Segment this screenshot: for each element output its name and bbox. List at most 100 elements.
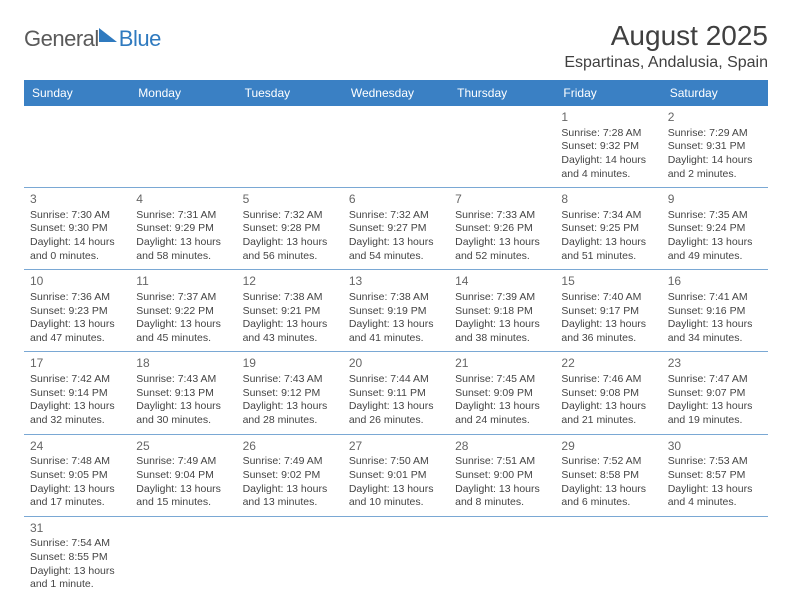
calendar-cell: 19Sunrise: 7:43 AMSunset: 9:12 PMDayligh… xyxy=(237,352,343,434)
calendar-row: 1Sunrise: 7:28 AMSunset: 9:32 PMDaylight… xyxy=(24,106,768,188)
sunrise-text: Sunrise: 7:30 AM xyxy=(30,209,124,223)
daylight-text: and 43 minutes. xyxy=(243,332,337,346)
sunrise-text: Sunrise: 7:35 AM xyxy=(668,209,762,223)
daylight-text: Daylight: 13 hours xyxy=(136,236,230,250)
daylight-text: and 51 minutes. xyxy=(561,250,655,264)
sunset-text: Sunset: 8:55 PM xyxy=(30,551,124,565)
sunset-text: Sunset: 9:00 PM xyxy=(455,469,549,483)
day-number: 14 xyxy=(455,274,549,290)
calendar-cell xyxy=(449,516,555,598)
calendar-cell: 27Sunrise: 7:50 AMSunset: 9:01 PMDayligh… xyxy=(343,434,449,516)
daylight-text: Daylight: 13 hours xyxy=(243,318,337,332)
weekday-header: Friday xyxy=(555,80,661,106)
calendar-cell: 1Sunrise: 7:28 AMSunset: 9:32 PMDaylight… xyxy=(555,106,661,188)
daylight-text: Daylight: 14 hours xyxy=(30,236,124,250)
daylight-text: and 32 minutes. xyxy=(30,414,124,428)
sunset-text: Sunset: 9:17 PM xyxy=(561,305,655,319)
sunset-text: Sunset: 9:26 PM xyxy=(455,222,549,236)
day-number: 6 xyxy=(349,192,443,208)
daylight-text: and 10 minutes. xyxy=(349,496,443,510)
daylight-text: Daylight: 13 hours xyxy=(243,483,337,497)
day-number: 15 xyxy=(561,274,655,290)
daylight-text: Daylight: 14 hours xyxy=(561,154,655,168)
daylight-text: and 19 minutes. xyxy=(668,414,762,428)
calendar-cell: 7Sunrise: 7:33 AMSunset: 9:26 PMDaylight… xyxy=(449,188,555,270)
day-number: 27 xyxy=(349,439,443,455)
daylight-text: Daylight: 13 hours xyxy=(561,318,655,332)
day-number: 25 xyxy=(136,439,230,455)
daylight-text: and 4 minutes. xyxy=(561,168,655,182)
day-number: 21 xyxy=(455,356,549,372)
calendar-cell: 26Sunrise: 7:49 AMSunset: 9:02 PMDayligh… xyxy=(237,434,343,516)
day-number: 13 xyxy=(349,274,443,290)
day-number: 7 xyxy=(455,192,549,208)
calendar-cell: 23Sunrise: 7:47 AMSunset: 9:07 PMDayligh… xyxy=(662,352,768,434)
calendar-cell: 31Sunrise: 7:54 AMSunset: 8:55 PMDayligh… xyxy=(24,516,130,598)
daylight-text: Daylight: 13 hours xyxy=(668,236,762,250)
daylight-text: and 4 minutes. xyxy=(668,496,762,510)
calendar-cell: 8Sunrise: 7:34 AMSunset: 9:25 PMDaylight… xyxy=(555,188,661,270)
sunrise-text: Sunrise: 7:42 AM xyxy=(30,373,124,387)
day-number: 29 xyxy=(561,439,655,455)
day-number: 30 xyxy=(668,439,762,455)
sunset-text: Sunset: 9:04 PM xyxy=(136,469,230,483)
daylight-text: Daylight: 13 hours xyxy=(30,483,124,497)
daylight-text: and 47 minutes. xyxy=(30,332,124,346)
calendar-cell: 9Sunrise: 7:35 AMSunset: 9:24 PMDaylight… xyxy=(662,188,768,270)
calendar-cell: 28Sunrise: 7:51 AMSunset: 9:00 PMDayligh… xyxy=(449,434,555,516)
sunset-text: Sunset: 9:23 PM xyxy=(30,305,124,319)
day-number: 3 xyxy=(30,192,124,208)
daylight-text: Daylight: 14 hours xyxy=(668,154,762,168)
daylight-text: Daylight: 13 hours xyxy=(243,236,337,250)
day-number: 9 xyxy=(668,192,762,208)
daylight-text: Daylight: 13 hours xyxy=(561,400,655,414)
brand-part2: Blue xyxy=(119,26,161,52)
sunset-text: Sunset: 9:13 PM xyxy=(136,387,230,401)
brand-logo: General Blue xyxy=(24,26,161,52)
sunrise-text: Sunrise: 7:45 AM xyxy=(455,373,549,387)
page-title: August 2025 xyxy=(564,20,768,52)
day-number: 18 xyxy=(136,356,230,372)
sunrise-text: Sunrise: 7:43 AM xyxy=(243,373,337,387)
sunrise-text: Sunrise: 7:39 AM xyxy=(455,291,549,305)
calendar-cell xyxy=(343,516,449,598)
calendar-cell xyxy=(343,106,449,188)
calendar-cell: 14Sunrise: 7:39 AMSunset: 9:18 PMDayligh… xyxy=(449,270,555,352)
daylight-text: and 56 minutes. xyxy=(243,250,337,264)
daylight-text: and 30 minutes. xyxy=(136,414,230,428)
daylight-text: Daylight: 13 hours xyxy=(349,483,443,497)
sunrise-text: Sunrise: 7:33 AM xyxy=(455,209,549,223)
day-number: 26 xyxy=(243,439,337,455)
day-number: 16 xyxy=(668,274,762,290)
calendar-cell: 15Sunrise: 7:40 AMSunset: 9:17 PMDayligh… xyxy=(555,270,661,352)
daylight-text: Daylight: 13 hours xyxy=(30,565,124,579)
calendar-cell: 3Sunrise: 7:30 AMSunset: 9:30 PMDaylight… xyxy=(24,188,130,270)
day-number: 2 xyxy=(668,110,762,126)
daylight-text: and 15 minutes. xyxy=(136,496,230,510)
daylight-text: and 13 minutes. xyxy=(243,496,337,510)
calendar-cell xyxy=(237,516,343,598)
day-number: 28 xyxy=(455,439,549,455)
day-number: 4 xyxy=(136,192,230,208)
sunrise-text: Sunrise: 7:53 AM xyxy=(668,455,762,469)
day-number: 23 xyxy=(668,356,762,372)
calendar-cell: 4Sunrise: 7:31 AMSunset: 9:29 PMDaylight… xyxy=(130,188,236,270)
daylight-text: Daylight: 13 hours xyxy=(136,483,230,497)
sunrise-text: Sunrise: 7:38 AM xyxy=(243,291,337,305)
sunset-text: Sunset: 9:08 PM xyxy=(561,387,655,401)
sunrise-text: Sunrise: 7:34 AM xyxy=(561,209,655,223)
calendar-row: 3Sunrise: 7:30 AMSunset: 9:30 PMDaylight… xyxy=(24,188,768,270)
daylight-text: and 49 minutes. xyxy=(668,250,762,264)
day-number: 1 xyxy=(561,110,655,126)
sunset-text: Sunset: 9:19 PM xyxy=(349,305,443,319)
calendar-row: 24Sunrise: 7:48 AMSunset: 9:05 PMDayligh… xyxy=(24,434,768,516)
calendar-row: 10Sunrise: 7:36 AMSunset: 9:23 PMDayligh… xyxy=(24,270,768,352)
calendar-cell xyxy=(555,516,661,598)
calendar-cell: 13Sunrise: 7:38 AMSunset: 9:19 PMDayligh… xyxy=(343,270,449,352)
location-subtitle: Espartinas, Andalusia, Spain xyxy=(564,54,768,72)
daylight-text: and 38 minutes. xyxy=(455,332,549,346)
day-number: 17 xyxy=(30,356,124,372)
daylight-text: Daylight: 13 hours xyxy=(349,236,443,250)
daylight-text: and 41 minutes. xyxy=(349,332,443,346)
weekday-header: Saturday xyxy=(662,80,768,106)
